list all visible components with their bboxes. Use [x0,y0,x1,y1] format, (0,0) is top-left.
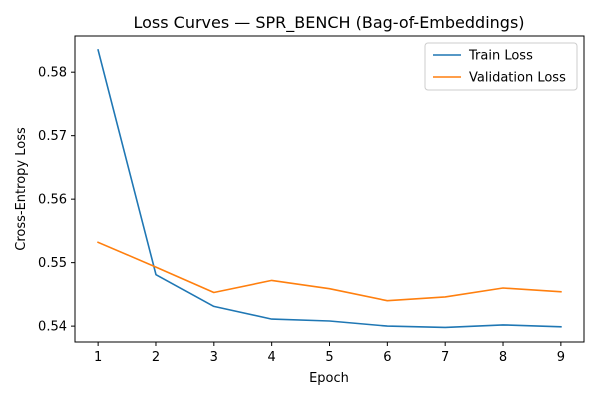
x-tick-label: 1 [94,350,102,365]
x-tick-label: 3 [210,350,218,365]
x-tick-label: 9 [557,350,565,365]
chart-title: Loss Curves — SPR_BENCH (Bag-of-Embeddin… [133,13,524,33]
x-tick-label: 5 [325,350,333,365]
y-tick-label: 0.55 [38,256,67,271]
series-line-train-loss [97,49,562,329]
legend-label-validation-loss: Validation Loss [469,71,566,86]
y-tick-label: 0.56 [38,193,67,208]
legend-box [424,42,578,91]
y-tick-label: 0.58 [38,66,67,81]
y-axis: 0.54 0.55 0.56 0.57 0.58 [38,66,75,335]
plot-area [97,49,562,329]
x-tick-label: 7 [441,350,449,365]
series-line-validation-loss [97,241,562,302]
y-tick-label: 0.54 [38,320,67,335]
x-tick-label: 6 [383,350,391,365]
x-tick-label: 8 [499,350,507,365]
legend: Train Loss Validation Loss [424,42,578,91]
y-axis-label: Cross-Entropy Loss [14,127,29,251]
x-axis-label: Epoch [309,371,349,386]
x-tick-label: 2 [152,350,160,365]
y-tick-label: 0.57 [38,129,67,144]
x-axis: 1 2 3 4 5 6 7 8 9 [94,342,565,365]
x-tick-label: 4 [268,350,276,365]
legend-label-train-loss: Train Loss [468,49,533,64]
